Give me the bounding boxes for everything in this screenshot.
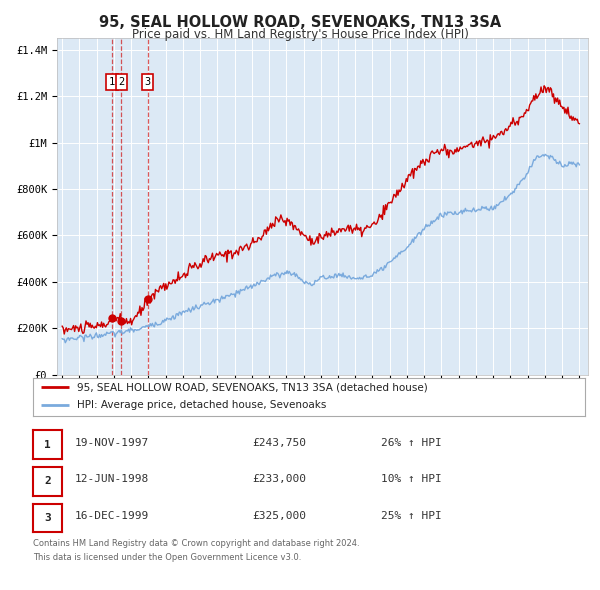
Text: 3: 3	[44, 513, 51, 523]
Text: HPI: Average price, detached house, Sevenoaks: HPI: Average price, detached house, Seve…	[77, 400, 326, 410]
Text: 26% ↑ HPI: 26% ↑ HPI	[381, 438, 442, 448]
Text: 1: 1	[44, 440, 51, 450]
Text: 95, SEAL HOLLOW ROAD, SEVENOAKS, TN13 3SA (detached house): 95, SEAL HOLLOW ROAD, SEVENOAKS, TN13 3S…	[77, 382, 428, 392]
Text: 3: 3	[145, 77, 151, 87]
Text: 2: 2	[44, 476, 51, 486]
Text: £243,750: £243,750	[252, 438, 306, 448]
Text: 10% ↑ HPI: 10% ↑ HPI	[381, 474, 442, 484]
Text: Price paid vs. HM Land Registry's House Price Index (HPI): Price paid vs. HM Land Registry's House …	[131, 28, 469, 41]
Text: This data is licensed under the Open Government Licence v3.0.: This data is licensed under the Open Gov…	[33, 553, 301, 562]
Text: 12-JUN-1998: 12-JUN-1998	[75, 474, 149, 484]
Text: 1: 1	[109, 77, 115, 87]
Text: 25% ↑ HPI: 25% ↑ HPI	[381, 511, 442, 521]
Text: 16-DEC-1999: 16-DEC-1999	[75, 511, 149, 521]
Text: Contains HM Land Registry data © Crown copyright and database right 2024.: Contains HM Land Registry data © Crown c…	[33, 539, 359, 548]
Text: 95, SEAL HOLLOW ROAD, SEVENOAKS, TN13 3SA: 95, SEAL HOLLOW ROAD, SEVENOAKS, TN13 3S…	[99, 15, 501, 30]
Text: 19-NOV-1997: 19-NOV-1997	[75, 438, 149, 448]
Text: 2: 2	[118, 77, 125, 87]
Text: £325,000: £325,000	[252, 511, 306, 521]
Text: £233,000: £233,000	[252, 474, 306, 484]
